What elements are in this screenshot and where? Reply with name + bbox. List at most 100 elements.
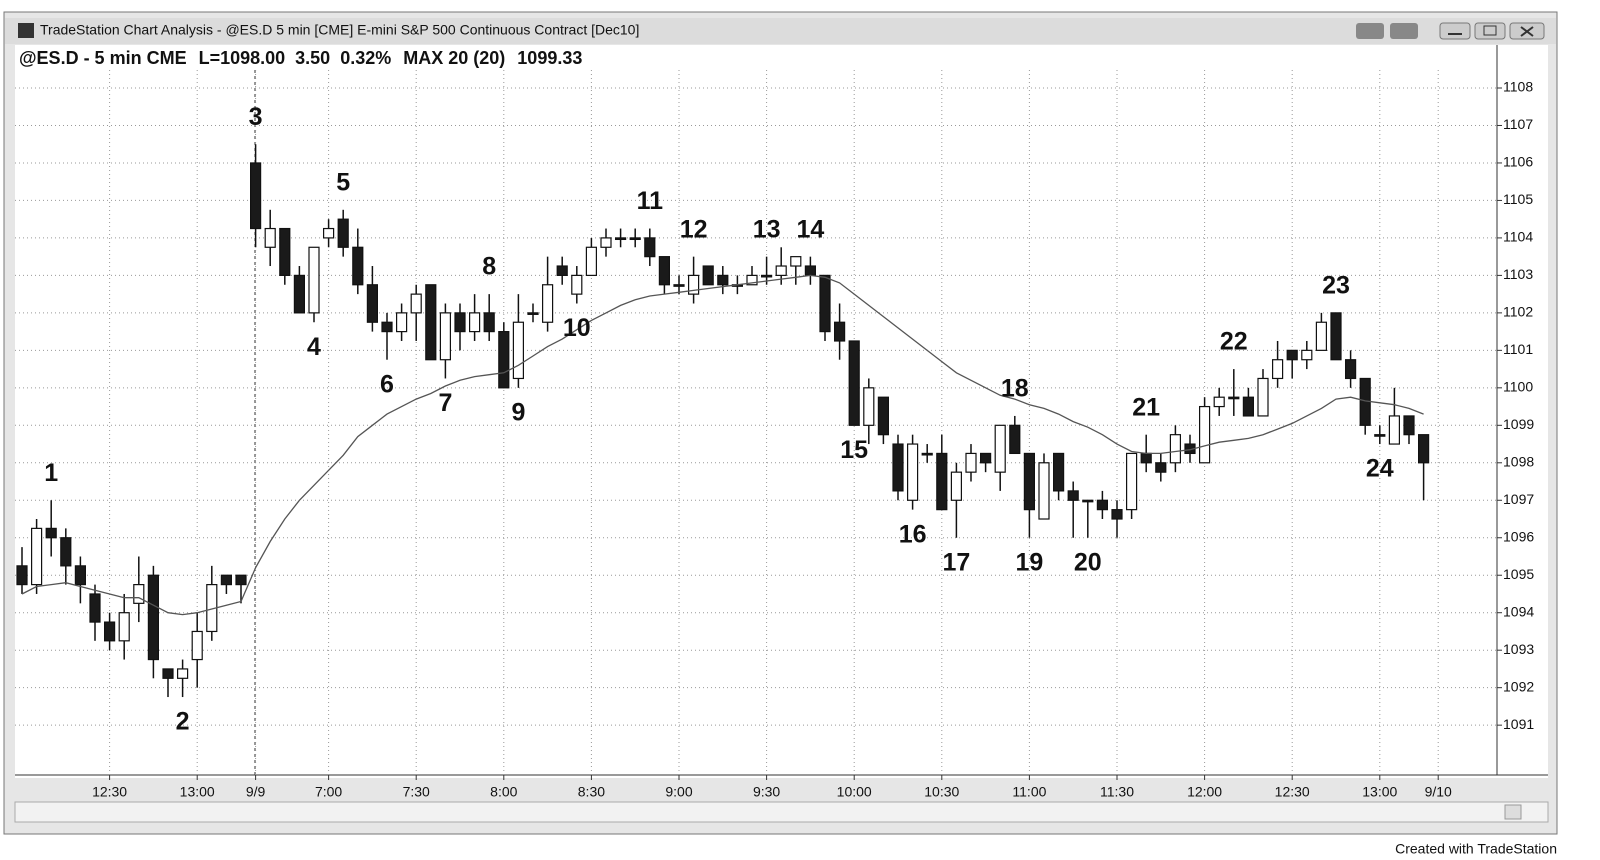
- candle-body: [1330, 312, 1342, 361]
- candle-body: [600, 237, 612, 248]
- candle-body: [1301, 349, 1313, 361]
- candle-body: [571, 274, 583, 295]
- scrollbar[interactable]: [14, 801, 1549, 823]
- candle-body: [337, 218, 349, 248]
- swing-label: 10: [563, 314, 591, 342]
- candle-body: [1096, 499, 1109, 511]
- footer-credit: Created with TradeStation: [1395, 841, 1557, 857]
- candle-body: [89, 593, 101, 623]
- candle-body: [323, 227, 335, 239]
- y-tick-label: 1102: [1503, 304, 1533, 320]
- y-tick-label: 1100: [1503, 379, 1533, 395]
- change-pct: 0.32%: [340, 48, 391, 68]
- x-tick-label: 8:30: [578, 784, 605, 800]
- candle-body: [162, 668, 174, 679]
- swing-label: 7: [438, 389, 452, 417]
- candle-body: [45, 527, 57, 539]
- swing-label: 13: [753, 215, 781, 243]
- window-title: TradeStation Chart Analysis - @ES.D 5 mi…: [40, 22, 639, 38]
- candle-body: [1271, 359, 1284, 380]
- y-tick-label: 1099: [1503, 416, 1534, 432]
- x-tick-label: 9/9: [246, 784, 266, 800]
- candle-body: [1403, 415, 1415, 436]
- candle-body: [293, 274, 305, 314]
- x-tick-label: 12:30: [92, 784, 127, 800]
- candle-body: [804, 265, 817, 276]
- candle-body: [629, 237, 641, 241]
- y-tick-label: 1092: [1503, 678, 1534, 694]
- candle-body: [396, 312, 408, 333]
- candle-body: [848, 340, 860, 426]
- swing-label: 9: [511, 398, 525, 426]
- candle-body: [1067, 490, 1079, 501]
- plot: 1091109210931094109510961097109810991100…: [15, 70, 1534, 800]
- candle-body: [1140, 452, 1152, 464]
- candle-body: [103, 621, 116, 642]
- candle-body: [1417, 434, 1430, 464]
- x-tick-label: 11:00: [1012, 784, 1046, 800]
- y-tick-label: 1104: [1503, 229, 1533, 245]
- swing-label: 23: [1322, 271, 1350, 299]
- candle-body: [1169, 434, 1182, 464]
- minimize-button[interactable]: [1439, 22, 1471, 40]
- y-tick-label: 1095: [1503, 566, 1534, 582]
- status-line: @ES.D - 5 min CME L=1098.00 3.50 0.32% MAX 2…: [19, 48, 582, 68]
- candle-body: [512, 321, 525, 380]
- candle-body: [483, 312, 495, 333]
- swing-label: 15: [840, 436, 868, 464]
- plot-background: [15, 45, 1548, 778]
- candle-body: [585, 246, 598, 276]
- swing-label: 11: [637, 187, 664, 215]
- x-tick-label: 7:30: [403, 784, 430, 800]
- candle-body: [308, 246, 320, 314]
- candle-body: [994, 424, 1006, 473]
- candle-body: [687, 274, 700, 295]
- swing-label: 24: [1366, 455, 1394, 483]
- candle-body: [381, 321, 393, 333]
- maximize-button[interactable]: [1474, 22, 1506, 40]
- y-tick-label: 1093: [1503, 641, 1534, 657]
- y-tick-label: 1096: [1503, 528, 1534, 544]
- interval-button[interactable]: [1390, 23, 1418, 39]
- candle-body: [863, 387, 875, 426]
- candle-body: [425, 284, 437, 361]
- candle-body: [118, 612, 130, 642]
- y-tick-label: 1105: [1503, 191, 1533, 207]
- candle-body: [936, 452, 948, 511]
- candle-body: [877, 396, 890, 436]
- candle-body: [1228, 396, 1240, 400]
- swing-label: 16: [899, 520, 927, 548]
- candle-body: [979, 452, 992, 464]
- swing-label: 14: [796, 215, 824, 243]
- last-price: L=1098.00: [199, 48, 286, 68]
- candle-body: [950, 471, 963, 501]
- y-tick-label: 1107: [1503, 116, 1533, 132]
- x-tick-label: 11:30: [1100, 784, 1134, 800]
- candle-body: [250, 162, 262, 230]
- candle-body: [1374, 434, 1386, 437]
- candle-body: [235, 574, 247, 586]
- candle-body: [498, 331, 510, 389]
- candle-body: [819, 274, 831, 333]
- x-tick-label: 12:00: [1187, 784, 1222, 800]
- candle-body: [1009, 424, 1021, 455]
- x-tick-label: 9:00: [665, 784, 692, 800]
- candle-body: [527, 312, 539, 315]
- candle-body: [1344, 359, 1357, 380]
- candle-body: [220, 574, 232, 586]
- y-tick-label: 1094: [1503, 603, 1534, 619]
- symbol-button[interactable]: [1356, 23, 1384, 39]
- candle-body: [1213, 396, 1225, 408]
- candle-body: [892, 443, 904, 492]
- candle-body: [147, 574, 159, 661]
- swing-label: 1: [44, 459, 58, 487]
- scroll-thumb[interactable]: [1504, 804, 1522, 820]
- candle-body: [1315, 321, 1328, 351]
- candle-body: [31, 527, 43, 586]
- candle-body: [644, 237, 656, 258]
- candle-body: [965, 452, 977, 473]
- x-tick-label: 12:30: [1275, 784, 1310, 800]
- candle-body: [60, 537, 72, 567]
- candle-body: [673, 284, 685, 287]
